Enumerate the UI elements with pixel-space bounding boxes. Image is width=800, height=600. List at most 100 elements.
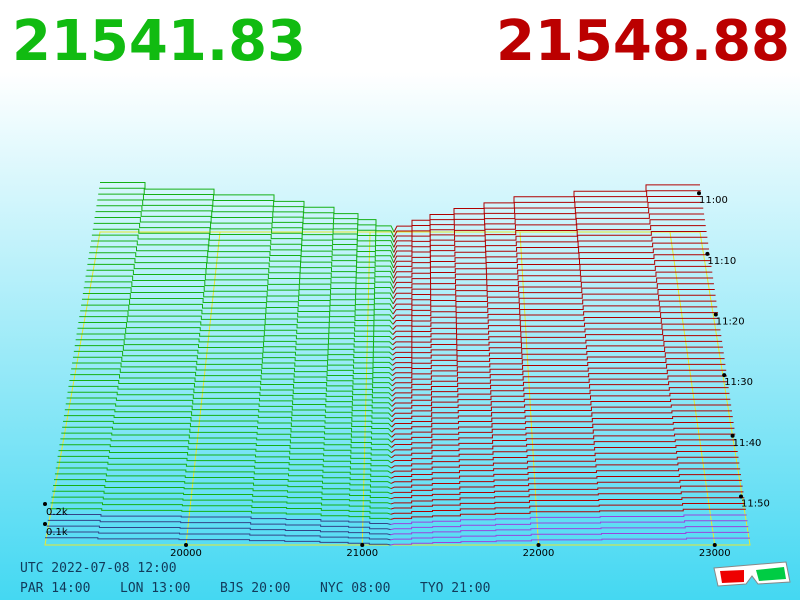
ask-depth-line [390, 508, 746, 520]
bid-depth-line [73, 350, 393, 382]
ask-depth-line [393, 207, 704, 253]
tick-dot [705, 251, 710, 256]
bid-depth-line [68, 385, 393, 412]
bid-depth-line [72, 356, 393, 387]
ask-depth-line [390, 520, 748, 531]
ask-depth-line [393, 184, 700, 233]
bid-depth-line [78, 321, 393, 356]
bid-depth-line [85, 275, 394, 315]
depth-tick-label: 0.1k [46, 527, 68, 538]
ask-depth-line [392, 306, 718, 341]
ask-depth-line [391, 433, 736, 454]
ask-depth-line [391, 387, 729, 412]
bid-depth-line [65, 403, 393, 428]
zone-time: LON 13:00 [120, 581, 190, 596]
ask-depth-line [391, 352, 724, 382]
bid-depth-line [81, 298, 394, 335]
ask-depth-line [392, 323, 720, 356]
tick-dot [722, 373, 727, 378]
ask-depth-line [392, 317, 719, 351]
bid-depth-line [99, 187, 395, 238]
depth-tick-label: 0.2k [46, 507, 68, 518]
tick-dot [697, 191, 701, 196]
price-tick-label: 22000 [523, 548, 555, 559]
bid-depth-line [82, 293, 394, 330]
bid-depth-line [55, 467, 392, 484]
bid-depth-line [58, 450, 392, 469]
ask-depth-line [392, 248, 710, 289]
bid-depth-line [95, 211, 395, 258]
price-grid-line [519, 231, 539, 546]
ask-depth-line [392, 346, 723, 377]
bid-depth-line [72, 362, 393, 392]
floor-edge [44, 231, 751, 546]
bid-depth-line [51, 496, 392, 510]
bid-depth-line [87, 263, 394, 305]
ask-depth-line [393, 225, 706, 269]
3d-glasses-icon[interactable] [713, 561, 791, 587]
bid-depth-line [86, 269, 394, 310]
zone-time: BJS 20:00 [220, 581, 290, 596]
ask-depth-line [390, 462, 740, 479]
floor [44, 231, 751, 546]
zone-time: TYO 21:00 [420, 581, 490, 596]
bid-depth-line [53, 484, 392, 500]
bid-depth-line [75, 339, 393, 371]
labels: 21541.83 21548.88 20000 21000 22000 23000 11:0… [12, 9, 790, 596]
tick-dot [713, 312, 718, 317]
bid-depth-line [70, 374, 393, 402]
ask-depth-line [391, 416, 733, 438]
bid-depth-line [49, 508, 391, 520]
time-tick-label: 11:10 [707, 256, 736, 267]
tick-dot [739, 494, 743, 499]
time-tick-label: 11:00 [699, 195, 728, 206]
bid-depth-line [54, 473, 392, 490]
bid-depth-line [61, 432, 392, 454]
bid-depth-line [93, 222, 395, 269]
bid-depth-line [77, 327, 393, 361]
ask-depth-line [392, 294, 716, 330]
bid-depth-line [66, 397, 393, 423]
ask-depth-line [393, 230, 707, 274]
ask-depth-line [391, 404, 732, 428]
price-tick-label: 23000 [699, 548, 731, 559]
ask-depth-line [392, 289, 715, 325]
bid-depth-line [69, 380, 393, 407]
ask-depth-line [391, 427, 735, 448]
ask-depth-line [391, 381, 728, 407]
bid-depth-line [84, 281, 394, 320]
ask-depth-line [392, 312, 719, 346]
bid-depth-line [79, 316, 394, 351]
ask-depth-line [392, 283, 714, 320]
ask-depth-line [390, 502, 746, 515]
ask-depth-line [391, 439, 737, 459]
bid-depth-line [89, 252, 394, 294]
ask-depth-line [391, 358, 725, 387]
tick-dot [536, 543, 541, 547]
bid-depth-line [45, 531, 391, 541]
bid-depth-line [94, 217, 395, 263]
ask-depth-line [390, 514, 747, 525]
ask-depth-line [390, 531, 750, 541]
bid-depth-line [63, 420, 392, 443]
ask-depth-line [392, 300, 717, 335]
tick-dot [730, 433, 735, 438]
tick-dot [712, 543, 717, 547]
bid-depth-line [98, 193, 395, 243]
ask-depth-line [393, 213, 705, 258]
bid-depth-line [46, 525, 391, 536]
bid-depth-line [88, 258, 394, 299]
bid-depth-line [74, 345, 393, 377]
bid-depth-line [76, 333, 393, 366]
bid-depth-line [67, 391, 393, 418]
ask-depth-line [392, 265, 712, 305]
time-tick-label: 11:30 [724, 377, 753, 388]
bid-depth-line [71, 368, 393, 397]
price-tick-label: 21000 [346, 548, 378, 559]
bid-depth-line [90, 240, 394, 284]
bid-depth-line [64, 409, 393, 433]
bid-depth-line [45, 537, 391, 546]
bid-depth-line [54, 479, 392, 495]
price-grid-line [185, 231, 221, 546]
